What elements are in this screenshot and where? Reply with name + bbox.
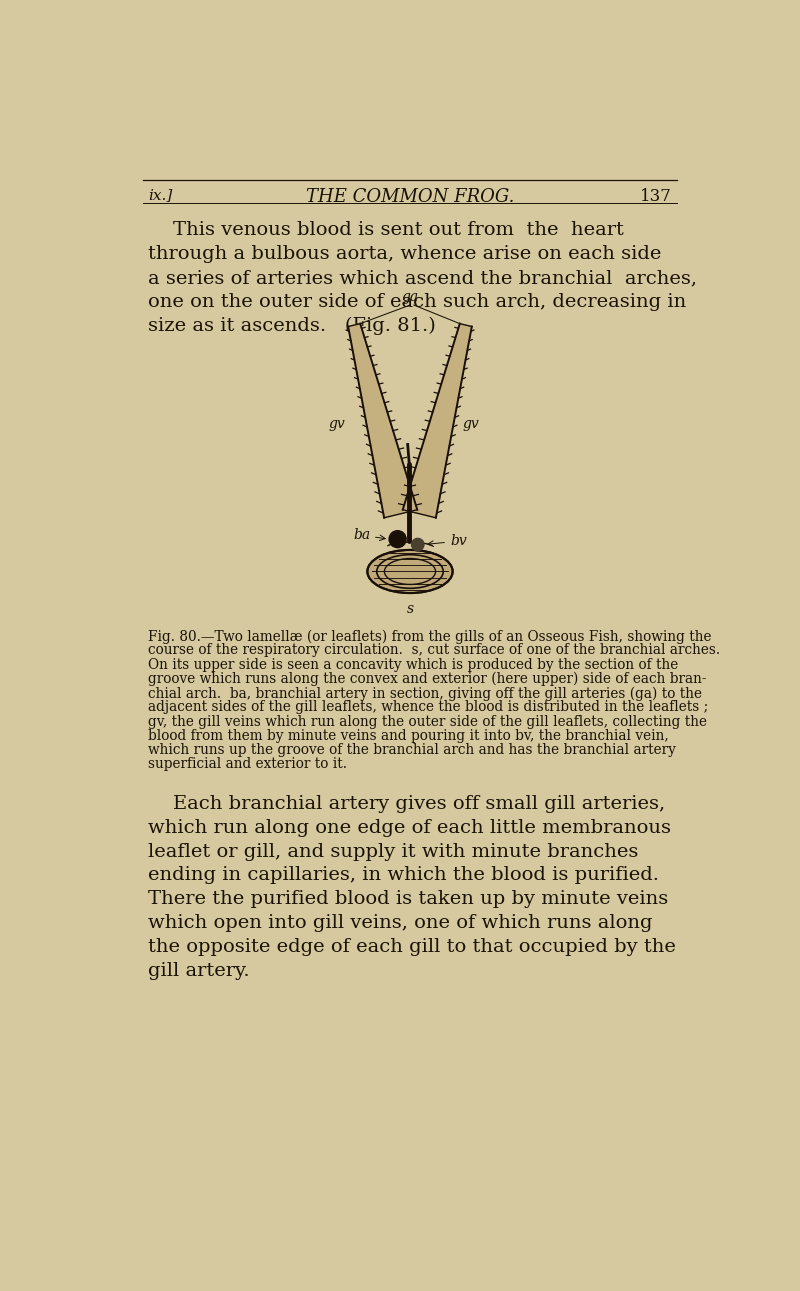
Text: chial arch.  ba, branchial artery in section, giving off the gill arteries (ga) : chial arch. ba, branchial artery in sect…	[148, 687, 702, 701]
Text: Each branchial artery gives off small gill arteries,: Each branchial artery gives off small gi…	[148, 795, 665, 813]
Text: On its upper side is seen a concavity which is produced by the section of the: On its upper side is seen a concavity wh…	[148, 657, 678, 671]
Text: a series of arteries which ascend the branchial  arches,: a series of arteries which ascend the br…	[148, 269, 697, 287]
Text: ga: ga	[402, 289, 418, 303]
Circle shape	[411, 538, 424, 551]
Text: which run along one edge of each little membranous: which run along one edge of each little …	[148, 818, 671, 837]
Text: 137: 137	[640, 188, 672, 205]
Text: Fig. 80.—Two lamellæ (or leaflets) from the gills of an Osseous Fish, showing th: Fig. 80.—Two lamellæ (or leaflets) from …	[148, 629, 711, 644]
Text: ix.]: ix.]	[148, 188, 173, 201]
Text: which runs up the groove of the branchial arch and has the branchial artery: which runs up the groove of the branchia…	[148, 744, 676, 758]
Text: size as it ascends.   (Fig. 81.): size as it ascends. (Fig. 81.)	[148, 316, 436, 334]
Circle shape	[389, 531, 406, 547]
Text: gv: gv	[462, 417, 479, 431]
Text: gv, the gill veins which run along the outer side of the gill leaflets, collecti: gv, the gill veins which run along the o…	[148, 715, 707, 728]
Text: s: s	[406, 603, 414, 616]
Text: course of the respiratory circulation.  s, cut surface of one of the branchial a: course of the respiratory circulation. s…	[148, 643, 720, 657]
Text: THE COMMON FROG.: THE COMMON FROG.	[306, 188, 514, 207]
Text: leaflet or gill, and supply it with minute branches: leaflet or gill, and supply it with minu…	[148, 843, 638, 861]
Text: the opposite edge of each gill to that occupied by the: the opposite edge of each gill to that o…	[148, 939, 676, 957]
Text: superficial and exterior to it.: superficial and exterior to it.	[148, 758, 347, 772]
Text: blood from them by minute veins and pouring it into bv, the branchial vein,: blood from them by minute veins and pour…	[148, 729, 669, 742]
Text: ending in capillaries, in which the blood is purified.: ending in capillaries, in which the bloo…	[148, 866, 659, 884]
Text: ba: ba	[354, 528, 370, 542]
Ellipse shape	[367, 550, 453, 593]
Polygon shape	[348, 324, 418, 518]
Text: There the purified blood is taken up by minute veins: There the purified blood is taken up by …	[148, 891, 668, 909]
Text: one on the outer side of each such arch, decreasing in: one on the outer side of each such arch,…	[148, 293, 686, 311]
Text: groove which runs along the convex and exterior (here upper) side of each bran-: groove which runs along the convex and e…	[148, 673, 706, 687]
Text: which open into gill veins, one of which runs along: which open into gill veins, one of which…	[148, 914, 653, 932]
Text: gv: gv	[328, 417, 345, 431]
Text: adjacent sides of the gill leaflets, whence the blood is distributed in the leaf: adjacent sides of the gill leaflets, whe…	[148, 701, 708, 714]
Text: through a bulbous aorta, whence arise on each side: through a bulbous aorta, whence arise on…	[148, 245, 662, 263]
Polygon shape	[402, 324, 472, 518]
Text: gill artery.: gill artery.	[148, 962, 250, 980]
Text: bv: bv	[450, 533, 467, 547]
Text: This venous blood is sent out from  the  heart: This venous blood is sent out from the h…	[148, 221, 624, 239]
